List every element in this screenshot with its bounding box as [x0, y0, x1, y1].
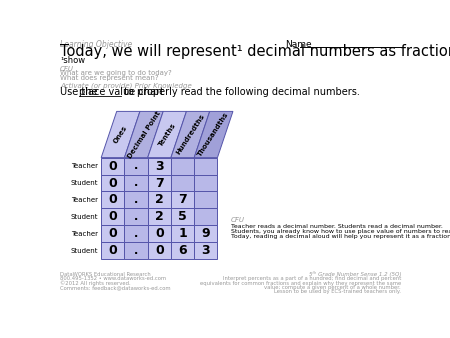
Text: 0: 0: [108, 160, 117, 173]
Text: 5: 5: [178, 210, 187, 223]
Text: place value chart: place value chart: [79, 87, 164, 97]
Bar: [171, 242, 194, 259]
Text: 800.495-1352 • www.dataworks-ed.com: 800.495-1352 • www.dataworks-ed.com: [60, 276, 166, 282]
Text: Hundredths: Hundredths: [175, 113, 206, 156]
Bar: [148, 192, 171, 209]
Text: Tenths: Tenths: [158, 122, 177, 147]
Text: Decimal Point: Decimal Point: [126, 110, 161, 159]
Bar: [148, 158, 171, 174]
Text: Interpret percents as a part of a hundred; find decimal and percent: Interpret percents as a part of a hundre…: [223, 276, 401, 282]
Bar: [194, 174, 217, 192]
Bar: [148, 225, 171, 242]
Text: Activate (or provide) Prior Knowledge: Activate (or provide) Prior Knowledge: [60, 82, 192, 89]
Text: 7: 7: [178, 193, 187, 207]
Bar: [171, 192, 194, 209]
Text: Teacher: Teacher: [71, 231, 98, 237]
Bar: [194, 158, 217, 174]
Text: Ones: Ones: [112, 124, 129, 145]
Polygon shape: [125, 112, 163, 158]
Text: .: .: [134, 161, 138, 171]
Bar: [101, 158, 125, 174]
Bar: [171, 158, 194, 174]
Text: What are we going to do today?: What are we going to do today?: [60, 70, 172, 76]
Text: 9: 9: [202, 227, 210, 240]
Text: 3: 3: [202, 244, 210, 257]
Bar: [125, 225, 148, 242]
Text: .: .: [134, 212, 138, 222]
Text: Students, you already know how to use place value of numbers to read decimals.: Students, you already know how to use pl…: [230, 229, 450, 234]
Bar: [125, 242, 148, 259]
Polygon shape: [171, 112, 210, 158]
Text: DataWORKS Educational Research: DataWORKS Educational Research: [60, 272, 151, 277]
Text: .: .: [134, 178, 138, 188]
Bar: [171, 174, 194, 192]
Bar: [194, 242, 217, 259]
Text: Teacher: Teacher: [71, 197, 98, 203]
Text: 2: 2: [155, 210, 164, 223]
Text: Today, reading a decimal aloud will help you represent it as a fraction.: Today, reading a decimal aloud will help…: [230, 235, 450, 239]
Text: 0: 0: [108, 227, 117, 240]
Text: ©2012 All rights reserved.: ©2012 All rights reserved.: [60, 280, 131, 286]
Text: Comments: feedback@dataworks-ed.com: Comments: feedback@dataworks-ed.com: [60, 285, 171, 290]
Bar: [171, 209, 194, 225]
Text: Lesson to be used by ECS-trained teachers only.: Lesson to be used by ECS-trained teacher…: [274, 289, 401, 294]
Text: Learning Objective: Learning Objective: [60, 40, 132, 49]
Polygon shape: [101, 112, 140, 158]
Bar: [101, 174, 125, 192]
Bar: [101, 192, 125, 209]
Polygon shape: [148, 112, 186, 158]
Text: .: .: [134, 229, 138, 239]
Text: Name: Name: [285, 40, 311, 49]
Bar: [148, 174, 171, 192]
Text: What does represent mean?: What does represent mean?: [60, 75, 159, 81]
Text: 6: 6: [178, 244, 187, 257]
Text: Today, we will represent¹ decimal numbers as fractions.: Today, we will represent¹ decimal number…: [60, 44, 450, 59]
Text: 0: 0: [108, 176, 117, 190]
Text: 0: 0: [108, 193, 117, 207]
Text: equivalents for common fractions and explain why they represent the same: equivalents for common fractions and exp…: [200, 281, 401, 286]
Text: 7: 7: [155, 176, 164, 190]
Text: 2: 2: [155, 193, 164, 207]
Text: 0: 0: [108, 210, 117, 223]
Text: 0: 0: [108, 244, 117, 257]
Text: .: .: [134, 195, 138, 205]
Bar: [101, 225, 125, 242]
Bar: [148, 209, 171, 225]
Bar: [194, 209, 217, 225]
Text: 3: 3: [155, 160, 164, 173]
Text: to properly read the following decimal numbers.: to properly read the following decimal n…: [122, 87, 360, 97]
Bar: [125, 174, 148, 192]
Bar: [194, 225, 217, 242]
Bar: [194, 192, 217, 209]
Text: 0: 0: [155, 227, 164, 240]
Text: Use the: Use the: [60, 87, 101, 97]
Text: 1: 1: [178, 227, 187, 240]
Text: 5ᵗʰ Grade Number Sense 1.2 (5Q): 5ᵗʰ Grade Number Sense 1.2 (5Q): [309, 271, 401, 277]
Bar: [125, 209, 148, 225]
Text: ¹show: ¹show: [60, 56, 85, 65]
Text: .: .: [134, 246, 138, 256]
Polygon shape: [194, 112, 233, 158]
Bar: [125, 158, 148, 174]
Text: Student: Student: [71, 248, 98, 254]
Text: Thousandths: Thousandths: [197, 111, 230, 158]
Bar: [171, 225, 194, 242]
Bar: [101, 209, 125, 225]
Text: Teacher reads a decimal number. Students read a decimal number.: Teacher reads a decimal number. Students…: [230, 224, 442, 229]
Bar: [148, 242, 171, 259]
Text: Student: Student: [71, 214, 98, 220]
Text: 0: 0: [155, 244, 164, 257]
Text: value; compute a given percent of a whole number.: value; compute a given percent of a whol…: [265, 285, 401, 290]
Text: Student: Student: [71, 180, 98, 186]
Text: CFU: CFU: [230, 217, 245, 223]
Bar: [125, 192, 148, 209]
Bar: [101, 242, 125, 259]
Text: CFU: CFU: [60, 66, 74, 72]
Text: Teacher: Teacher: [71, 163, 98, 169]
